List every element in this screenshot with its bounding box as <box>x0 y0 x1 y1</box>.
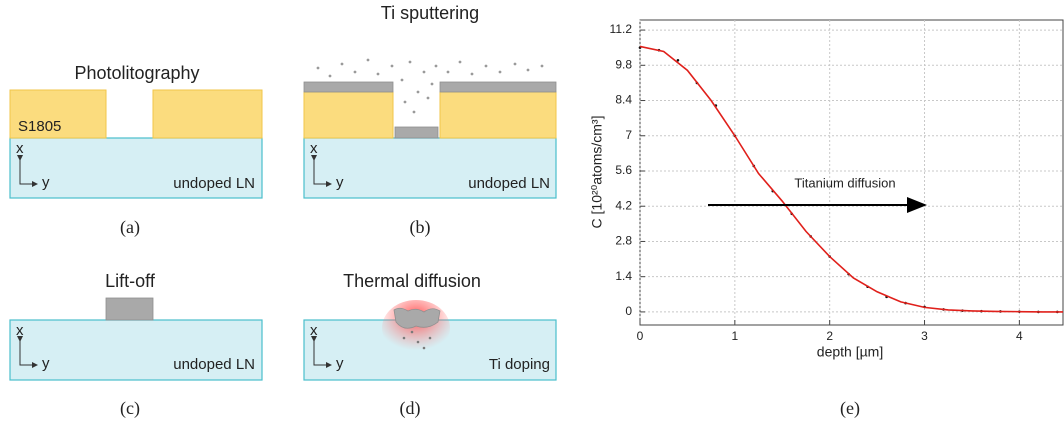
plot-frame <box>639 19 1064 326</box>
panel-title: Photolitography <box>74 63 199 83</box>
axis-y: y <box>42 355 50 372</box>
resist-label: S1805 <box>18 118 61 135</box>
resist <box>9 89 107 139</box>
chart: depth [µm] C [10²⁰atoms/cm³] (e) 0 1.4 2.8… <box>589 19 1064 419</box>
resist <box>152 89 263 139</box>
resist <box>303 91 394 139</box>
panel-label: (d) <box>400 398 421 419</box>
ti-particles <box>316 58 544 114</box>
axis-y: y <box>336 174 344 191</box>
substrate-label: undoped LN <box>468 175 550 192</box>
substrate-label: undoped LN <box>173 175 255 192</box>
y-tick-label: 9.8 <box>615 57 632 71</box>
panel-label: (a) <box>120 217 140 238</box>
y-axis-label: C [10²⁰atoms/cm³] <box>589 116 605 229</box>
panel-a: Photolitography S1805 x y undoped LN (a) <box>9 63 263 238</box>
panel-title: Thermal diffusion <box>343 271 481 291</box>
data-point <box>676 58 680 62</box>
panel-label: (b) <box>410 217 431 238</box>
panel-title: Ti sputtering <box>381 3 479 23</box>
panel-title: Lift-off <box>105 271 156 291</box>
y-tick-label: 11.2 <box>610 22 633 36</box>
panel-d: Thermal diffusion x y Ti doping (d) <box>303 271 557 419</box>
ti-layer <box>439 81 557 93</box>
ti-residue <box>393 307 441 329</box>
x-axis-label: depth [µm] <box>817 344 883 360</box>
panel-label: (c) <box>120 398 140 419</box>
resist <box>439 91 557 139</box>
panel-b: Ti sputtering x y undoped LN (b) <box>303 3 557 238</box>
x-tick-label: 2 <box>826 329 833 343</box>
panel-label: (e) <box>840 398 860 419</box>
substrate <box>9 137 263 199</box>
diffusion-glow <box>382 300 450 356</box>
axes-icon <box>17 336 38 368</box>
substrate-label: Ti doping <box>489 356 550 373</box>
x-tick-label: 1 <box>731 329 738 343</box>
annotation: Titanium diffusion <box>794 175 895 190</box>
y-tick-label: 8.4 <box>615 93 632 107</box>
y-tick-label: 7 <box>625 128 632 142</box>
substrate <box>9 319 263 381</box>
y-tick-label: 4.2 <box>615 198 632 212</box>
axis-x: x <box>16 322 24 339</box>
axis-x: x <box>16 140 24 157</box>
x-tick-label: 4 <box>1016 329 1023 343</box>
axis-x: x <box>310 140 318 157</box>
ti-strip <box>105 297 154 321</box>
ti-layer <box>394 126 439 139</box>
y-tick-label: 0 <box>625 304 632 318</box>
ti-particles <box>402 330 432 350</box>
x-tick-label: 3 <box>921 329 928 343</box>
axes-icon <box>311 155 332 187</box>
ti-layer <box>303 81 394 93</box>
axes-icon <box>17 155 38 187</box>
x-tick-label: 0 <box>637 329 644 343</box>
substrate-label: undoped LN <box>173 356 255 373</box>
panel-c: Lift-off x y undoped LN (c) <box>9 271 263 419</box>
axis-y: y <box>336 355 344 372</box>
y-tick-label: 2.8 <box>615 234 632 248</box>
fit-line <box>639 45 1063 313</box>
y-tick-label: 1.4 <box>615 269 632 283</box>
axis-x: x <box>310 322 318 339</box>
axis-y: y <box>42 174 50 191</box>
y-tick-label: 5.6 <box>615 163 632 177</box>
axes-icon <box>311 336 332 368</box>
